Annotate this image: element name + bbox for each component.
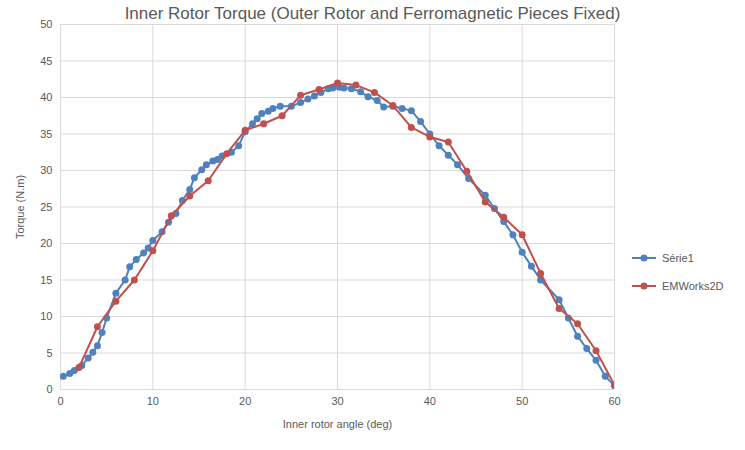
html-text:Série1: Série1 [662,252,694,264]
svg-text:5: 5 [46,347,52,359]
svg-text:15: 15 [40,274,52,286]
svg-text:30: 30 [40,164,52,176]
svg-text:0: 0 [57,395,63,407]
html-text:EMWorks2D: EMWorks2D [662,280,724,292]
svg-text:20: 20 [40,237,52,249]
svg-text:10: 10 [147,395,159,407]
svg-text:40: 40 [40,91,52,103]
svg-text:35: 35 [40,128,52,140]
svg-text:Torque (N.m): Torque (N.m) [14,175,26,239]
svg-text:10: 10 [40,310,52,322]
svg-text:20: 20 [239,395,251,407]
svg-text:45: 45 [40,55,52,67]
svg-text:50: 50 [40,18,52,30]
svg-text:30: 30 [331,395,343,407]
svg-text:40: 40 [424,395,436,407]
svg-text:50: 50 [516,395,528,407]
svg-text:Inner rotor angle (deg): Inner rotor angle (deg) [283,418,392,430]
svg-text:0: 0 [46,383,52,395]
svg-text:60: 60 [608,395,620,407]
html-text:Inner Rotor Torque (Outer Roto: Inner Rotor Torque (Outer Rotor and Ferr… [124,4,621,23]
svg-text:25: 25 [40,201,52,213]
